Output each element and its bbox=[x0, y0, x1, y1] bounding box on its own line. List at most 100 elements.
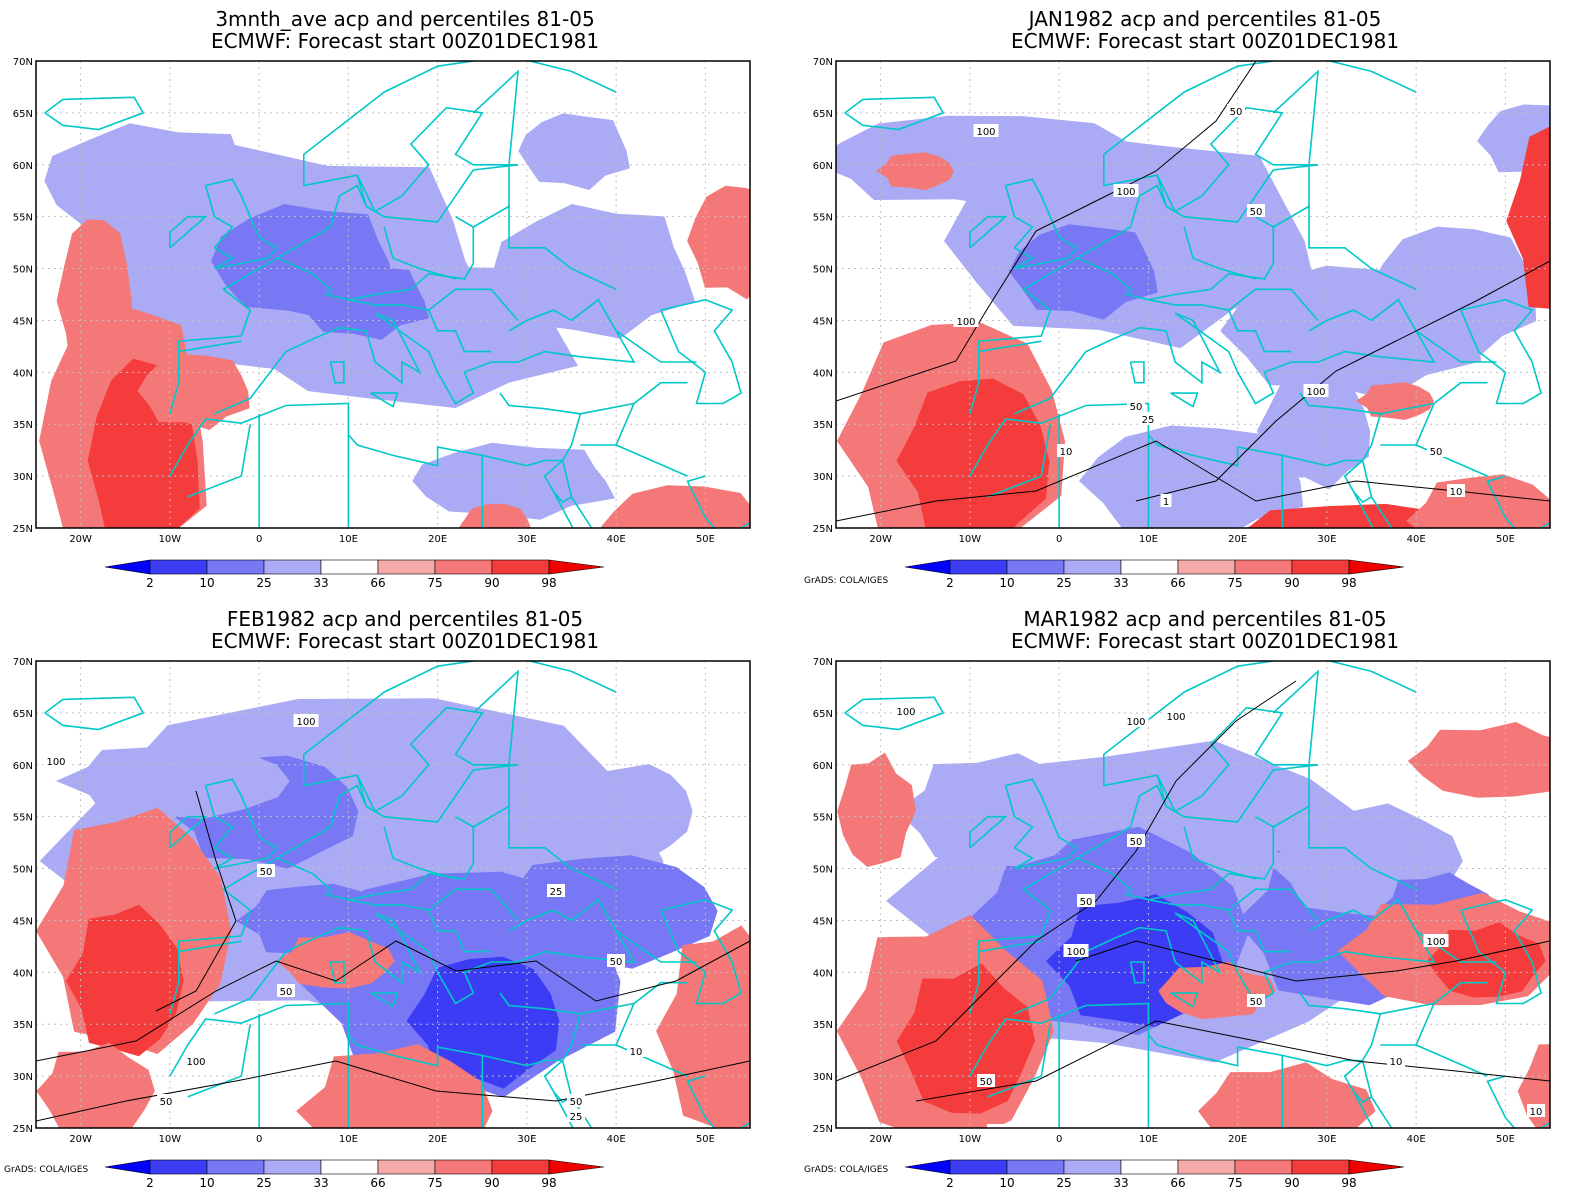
contour-label: 50 bbox=[1250, 207, 1263, 218]
longitude-label: 20E bbox=[428, 534, 447, 545]
colorbar-label: 10 bbox=[199, 1176, 214, 1190]
colorbar-label: 25 bbox=[1056, 576, 1071, 590]
colorbar-label: 10 bbox=[999, 576, 1014, 590]
colorbar-label: 90 bbox=[484, 1176, 499, 1190]
latitude-label: 60N bbox=[13, 761, 33, 772]
colorbar-segment bbox=[1178, 1160, 1235, 1174]
latitude-label: 55N bbox=[13, 213, 33, 224]
longitude-label: 10E bbox=[1139, 1134, 1158, 1145]
longitude-label: 40E bbox=[607, 1134, 626, 1145]
longitude-label: 0 bbox=[256, 1134, 262, 1145]
contour-label-bg bbox=[987, 1124, 1005, 1137]
colorbar-segment bbox=[435, 1160, 492, 1174]
contour-label: 10 bbox=[1450, 487, 1463, 498]
longitude-label: 0 bbox=[256, 534, 262, 545]
latitude-label: 45N bbox=[813, 916, 833, 927]
longitude-label: 30E bbox=[1317, 534, 1336, 545]
colorbar-segment bbox=[321, 560, 378, 574]
contour-label: 10 bbox=[630, 1047, 643, 1058]
latitude-label: 70N bbox=[13, 657, 33, 668]
colorbar-segment bbox=[492, 1160, 549, 1174]
colorbar-label: 2 bbox=[946, 576, 954, 590]
latitude-label: 70N bbox=[813, 57, 833, 68]
colorbar-label: 98 bbox=[541, 576, 556, 590]
map-panel-feb1982: FEB1982 acp and percentiles 81-05 ECMWF:… bbox=[0, 600, 780, 1198]
contour-label: 10 bbox=[1060, 447, 1073, 458]
longitude-label: 50E bbox=[1496, 1134, 1515, 1145]
colorbar-label: 66 bbox=[1170, 576, 1185, 590]
contour-label: 50 bbox=[1230, 107, 1243, 118]
contour-label: 100 bbox=[1426, 937, 1445, 948]
colorbar-segment bbox=[1178, 560, 1235, 574]
contour-label: 100 bbox=[1166, 712, 1185, 723]
colorbar-label: 66 bbox=[370, 1176, 385, 1190]
latitude-label: 70N bbox=[13, 57, 33, 68]
colorbar-segment bbox=[950, 1160, 1007, 1174]
percentile-region bbox=[716, 1123, 780, 1198]
latitude-label: 25N bbox=[13, 524, 33, 535]
contour-label: 100 bbox=[896, 707, 915, 718]
grads-credit: GrADS: COLA/IGES bbox=[4, 1165, 88, 1175]
colorbar-segment bbox=[1292, 1160, 1349, 1174]
grads-credit: GrADS: COLA/IGES bbox=[804, 1165, 888, 1175]
colorbar-label: 66 bbox=[370, 576, 385, 590]
colorbar-arrow-high bbox=[549, 1160, 604, 1174]
colorbar-label: 2 bbox=[946, 1176, 954, 1190]
longitude-label: 30E bbox=[1317, 1134, 1336, 1145]
contour-label-bg bbox=[1557, 894, 1575, 907]
contour-label: 100 bbox=[1066, 947, 1085, 958]
longitude-label: 10E bbox=[339, 534, 358, 545]
latitude-label: 35N bbox=[813, 1020, 833, 1031]
colorbar-label: 33 bbox=[1113, 576, 1128, 590]
colorbar-arrow-low bbox=[105, 560, 150, 574]
longitude-label: 20W bbox=[869, 534, 892, 545]
contour-label: 100 bbox=[976, 127, 995, 138]
latitude-label: 55N bbox=[13, 813, 33, 824]
longitude-label: 50E bbox=[696, 1134, 715, 1145]
contour-label: 10 bbox=[1390, 1057, 1403, 1068]
latitude-label: 25N bbox=[813, 524, 833, 535]
latitude-label: 45N bbox=[813, 316, 833, 327]
latitude-label: 60N bbox=[813, 161, 833, 172]
latitude-label: 30N bbox=[813, 472, 833, 483]
colorbar-segment bbox=[378, 1160, 435, 1174]
contour-label-bg bbox=[467, 1144, 485, 1157]
contour-label: 50 bbox=[1130, 837, 1143, 848]
colorbar-label: 10 bbox=[999, 1176, 1014, 1190]
colorbar-label: 10 bbox=[199, 576, 214, 590]
longitude-label: 30E bbox=[517, 534, 536, 545]
colorbar-segment bbox=[1064, 1160, 1121, 1174]
contour-label: 25 bbox=[730, 1177, 743, 1188]
longitude-label: 40E bbox=[1407, 534, 1426, 545]
longitude-label: 0 bbox=[1056, 1134, 1062, 1145]
contour-label: 25 bbox=[1560, 897, 1573, 908]
colorbar-label: 90 bbox=[484, 576, 499, 590]
colorbar-label: 75 bbox=[1227, 1176, 1242, 1190]
contour-label: 50 bbox=[1130, 402, 1143, 413]
latitude-label: 40N bbox=[813, 968, 833, 979]
longitude-label: 0 bbox=[1056, 534, 1062, 545]
contour-label: 100 bbox=[1126, 717, 1145, 728]
latitude-label: 30N bbox=[813, 1072, 833, 1083]
contour-label: 100 bbox=[1116, 187, 1135, 198]
longitude-label: 20W bbox=[69, 1134, 92, 1145]
grads-credit: GrADS: COLA/IGES bbox=[804, 576, 888, 586]
shaded-percentile-field bbox=[36, 61, 780, 587]
contour-label: 100 bbox=[186, 1057, 205, 1068]
colorbar-segment bbox=[150, 1160, 207, 1174]
longitude-label: 40E bbox=[607, 534, 626, 545]
longitude-label: 20W bbox=[69, 534, 92, 545]
latitude-label: 50N bbox=[13, 265, 33, 276]
colorbar-arrow-low bbox=[905, 560, 950, 574]
contour-label: 25 bbox=[550, 887, 563, 898]
latitude-label: 35N bbox=[813, 420, 833, 431]
latitude-label: 35N bbox=[13, 1020, 33, 1031]
contour-label: 50 bbox=[280, 987, 293, 998]
latitude-label: 40N bbox=[813, 368, 833, 379]
latitude-label: 60N bbox=[13, 161, 33, 172]
longitude-label: 20W bbox=[869, 1134, 892, 1145]
latitude-label: 50N bbox=[813, 865, 833, 876]
colorbar-segment bbox=[1007, 1160, 1064, 1174]
